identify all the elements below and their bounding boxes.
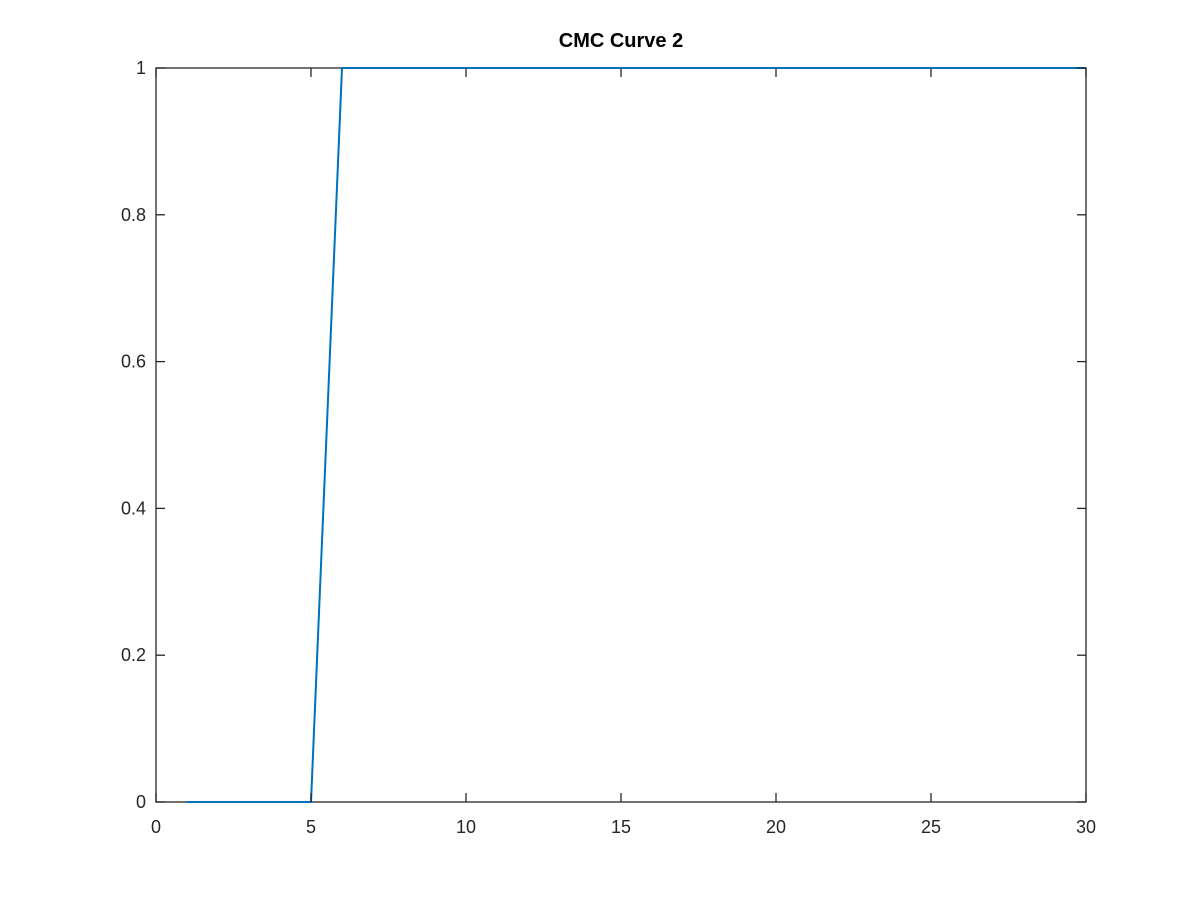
x-ticks: 0 5 10 15 20 25 30 [151,68,1096,837]
x-tick-label: 10 [456,817,476,837]
x-tick-label: 5 [306,817,316,837]
x-tick-label: 20 [766,817,786,837]
y-tick-label: 0.4 [121,498,146,518]
y-ticks: 0 0.2 0.4 0.6 0.8 1 [121,58,1086,812]
y-tick-label: 0.2 [121,645,146,665]
x-tick-label: 0 [151,817,161,837]
x-tick-label: 30 [1076,817,1096,837]
x-tick-label: 25 [921,817,941,837]
series-line [187,67,1086,803]
x-tick-label: 15 [611,817,631,837]
y-tick-label: 0 [136,792,146,812]
y-tick-label: 1 [136,58,146,78]
chart-title: CMC Curve 2 [559,30,683,52]
y-tick-label: 0.8 [121,205,146,225]
plot-area-box [155,67,1087,803]
y-tick-label: 0.6 [121,352,146,372]
series-group [187,67,1086,803]
axes [155,67,1087,803]
